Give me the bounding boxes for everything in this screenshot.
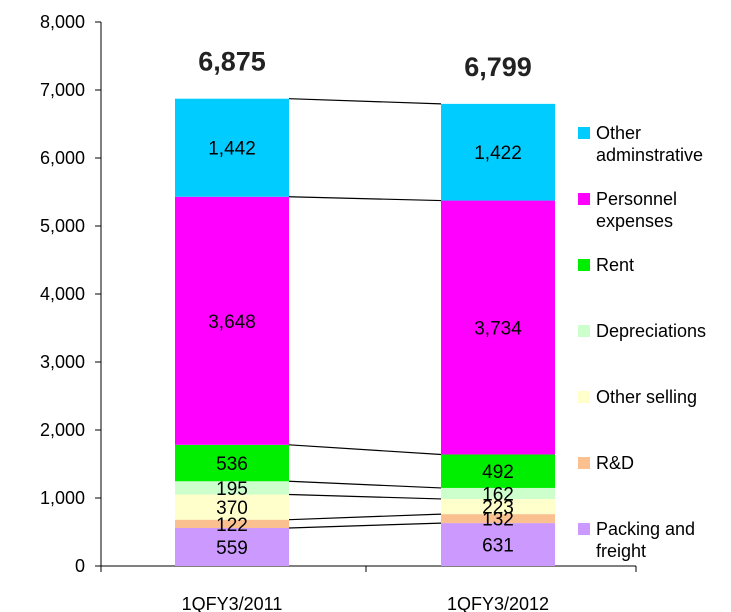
legend-label: freight [596,541,646,561]
connector-line [288,196,442,202]
data-label: 132 [482,510,514,531]
total-label: 6,875 [198,47,266,77]
bar-segment [441,103,555,201]
data-label: 223 [482,498,514,519]
data-label: 536 [216,454,248,475]
bar-segment [175,98,289,197]
legend-label: Other [596,123,641,143]
y-tick-label: 7,000 [40,80,85,100]
bar-segment [175,494,289,520]
connector-line [288,444,442,456]
connector-line [288,513,442,521]
connector-line [288,98,442,105]
legend-label: R&D [596,453,634,473]
connector-line [288,522,442,529]
data-label: 370 [216,498,248,519]
legend-label: Packing and [596,519,695,539]
data-label: 195 [216,479,248,500]
legend-label: Depreciations [596,321,706,341]
bar-segment [175,527,289,566]
y-tick-label: 1,000 [40,488,85,508]
legend-swatch [578,259,590,271]
legend-swatch [578,523,590,535]
bars [175,98,555,566]
legend-label: Personnel [596,189,677,209]
legend-label: adminstrative [596,145,703,165]
connector-line [288,480,442,489]
bar-segment [175,519,289,528]
data-label: 559 [216,538,248,559]
legend-swatch [578,193,590,205]
data-label: 492 [482,462,514,483]
bar-segment [175,444,289,482]
legend-label: Rent [596,255,634,275]
bar-segment [441,523,555,566]
bar-segment [441,498,555,515]
bar-segment [441,200,555,455]
y-tick-label: 3,000 [40,352,85,372]
bar-segment [441,487,555,499]
data-label: 1,442 [208,139,256,160]
legend-label: expenses [596,211,673,231]
y-tick-label: 2,000 [40,420,85,440]
bar-segment [441,454,555,488]
y-tick-label: 0 [75,556,85,576]
legend-swatch [578,127,590,139]
data-label: 3,734 [474,319,522,340]
y-tick-label: 8,000 [40,12,85,32]
bar-segment [175,196,289,445]
data-label: 1,422 [474,143,522,164]
y-tick-label: 5,000 [40,216,85,236]
legend-swatch [578,391,590,403]
data-label: 122 [216,515,248,536]
data-label: 162 [482,484,514,505]
x-tick-label: 1QFY3/2011 [182,594,283,612]
bar-segment [175,481,289,495]
y-tick-label: 6,000 [40,148,85,168]
legend-label: Other selling [596,387,697,407]
y-tick-label: 4,000 [40,284,85,304]
bar-segment [441,514,555,524]
connector-line [288,493,442,500]
connector-lines [288,98,442,529]
total-label: 6,799 [464,52,532,82]
data-label: 631 [482,536,514,557]
x-tick-label: 1QFY3/2012 [447,594,549,612]
legend-swatch [578,457,590,469]
legend-swatch [578,325,590,337]
data-label: 3,648 [208,312,256,333]
